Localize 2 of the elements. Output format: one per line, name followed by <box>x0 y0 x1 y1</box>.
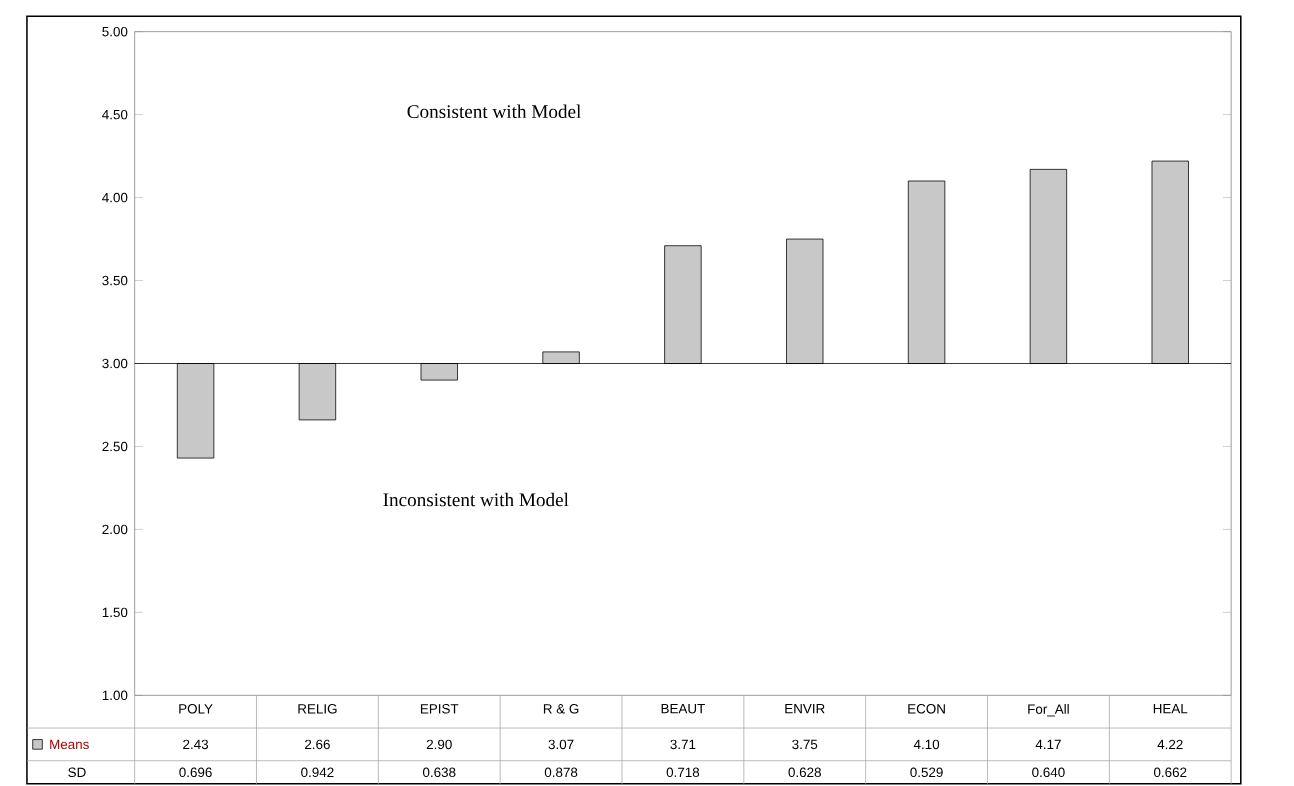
annotation: Consistent with Model <box>407 104 581 119</box>
annotation: Inconsistent with Model <box>383 492 569 507</box>
